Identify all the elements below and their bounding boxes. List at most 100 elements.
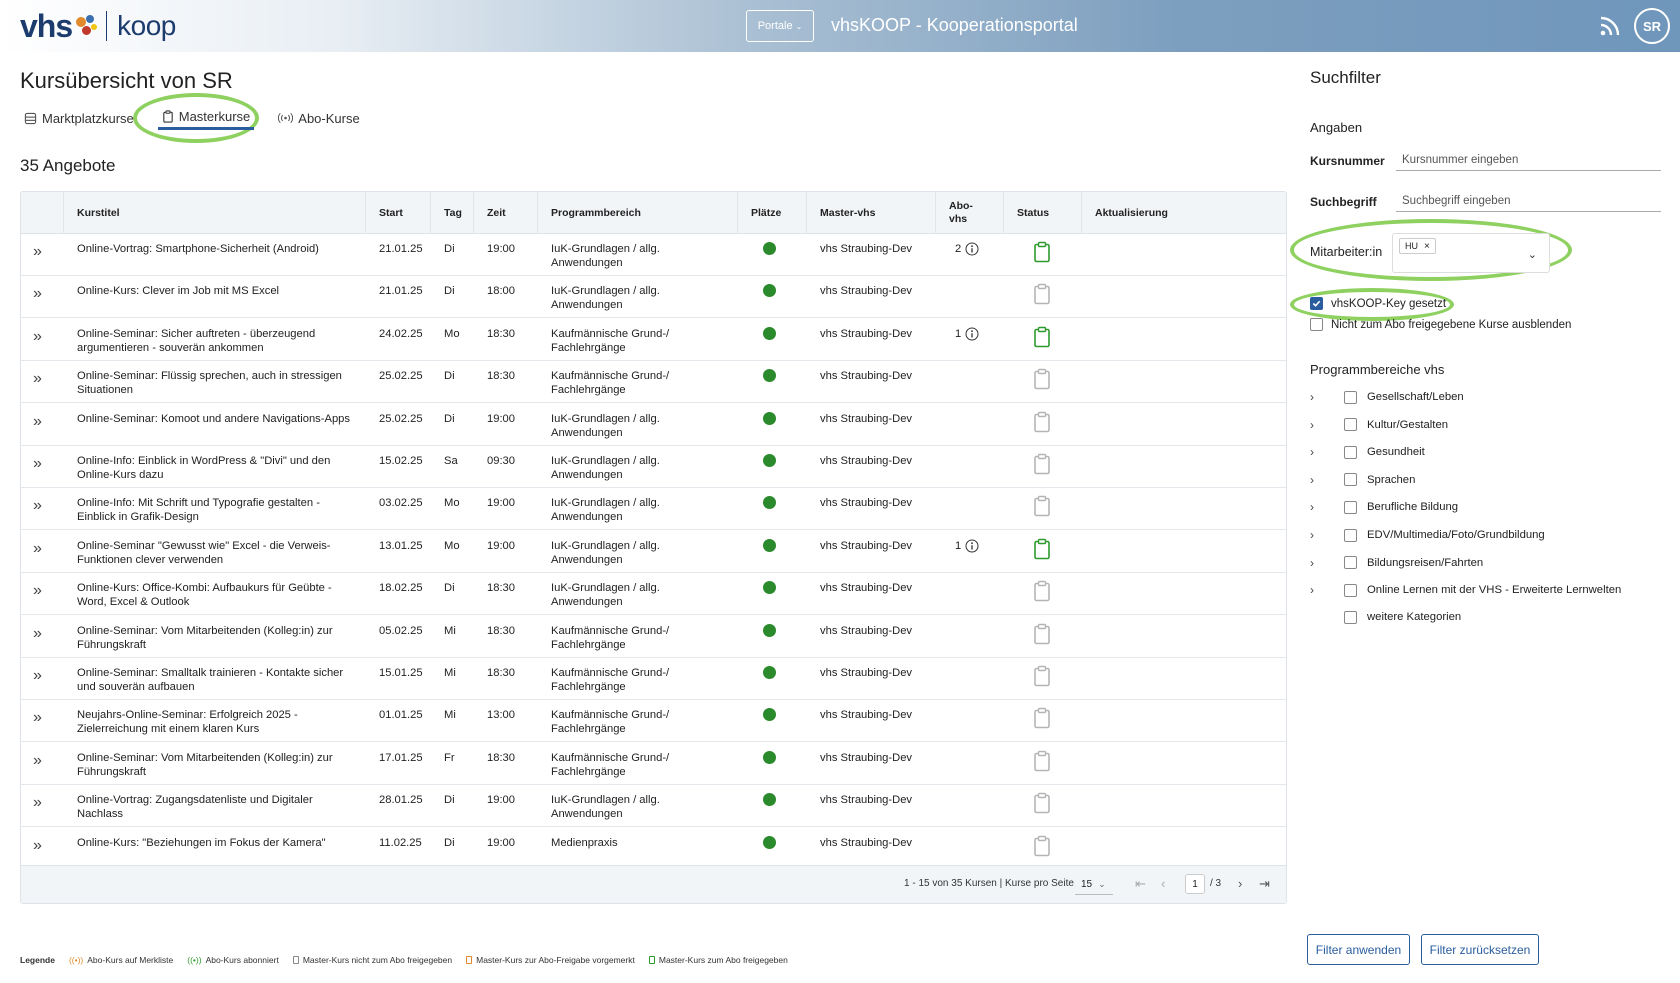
- clipboard-grey-icon[interactable]: [1033, 580, 1051, 602]
- table-row[interactable]: » Online-Seminar: Komoot und andere Navig…: [21, 404, 1286, 446]
- table-row[interactable]: » Online-Seminar "Gewusst wie" Excel - di…: [21, 531, 1286, 573]
- clipboard-green-icon[interactable]: [1033, 241, 1051, 263]
- expand-row-icon[interactable]: »: [33, 624, 42, 642]
- checkbox-hide-row[interactable]: Nicht zum Abo freigegebene Kurse ausblen…: [1310, 318, 1571, 331]
- current-page-input[interactable]: 1: [1185, 874, 1205, 894]
- cell-kurstitel[interactable]: Online-Vortrag: Smartphone-Sicherheit (A…: [77, 243, 319, 255]
- mitarbeiter-select[interactable]: HU × ⌄: [1392, 233, 1550, 273]
- clipboard-grey-icon[interactable]: [1033, 707, 1051, 729]
- last-page-icon[interactable]: ⇥: [1259, 876, 1270, 891]
- checkbox-key-row[interactable]: vhsKOOP-Key gesetzt: [1310, 297, 1446, 310]
- table-row[interactable]: » Online-Seminar: Vom Mitarbeitenden (Kol…: [21, 616, 1286, 658]
- cell-kurstitel[interactable]: Neujahrs-Online-Seminar: Erfolgreich 202…: [77, 709, 298, 736]
- tab-abo-kurse[interactable]: Abo-Kurse: [274, 106, 363, 130]
- cell-kurstitel[interactable]: Online-Seminar: Sicher auftreten - überz…: [77, 327, 316, 354]
- clipboard-grey-icon[interactable]: [1033, 835, 1051, 857]
- clipboard-grey-icon[interactable]: [1033, 368, 1051, 390]
- table-row[interactable]: » Online-Info: Einblick in WordPress & "D…: [21, 446, 1286, 488]
- apply-filter-button[interactable]: Filter anwenden: [1307, 934, 1410, 965]
- cell-kurstitel[interactable]: Online-Seminar: Vom Mitarbeitenden (Koll…: [77, 751, 333, 778]
- per-page-select[interactable]: 15 ⌄: [1075, 875, 1113, 895]
- program-area-checkbox[interactable]: [1344, 583, 1357, 597]
- chevron-right-icon[interactable]: ›: [1310, 555, 1314, 570]
- prev-page-icon[interactable]: ‹: [1161, 876, 1166, 891]
- expand-row-icon[interactable]: »: [33, 539, 42, 557]
- table-row[interactable]: » Online-Seminar: Flüssig sprechen, auch …: [21, 361, 1286, 404]
- table-row[interactable]: » Online-Kurs: Clever im Job mit MS Excel…: [21, 276, 1286, 319]
- table-row[interactable]: » Online-Vortrag: Smartphone-Sicherheit (…: [21, 234, 1286, 276]
- cell-kurstitel[interactable]: Online-Seminar "Gewusst wie" Excel - die…: [77, 539, 331, 566]
- table-row[interactable]: » Online-Seminar: Smalltalk trainieren - …: [21, 658, 1286, 700]
- table-row[interactable]: » Online-Kurs: "Beziehungen im Fokus der …: [21, 828, 1286, 870]
- col-header-programmbereich[interactable]: Programmbereich: [537, 192, 737, 234]
- tab-masterkurse[interactable]: Masterkurse: [157, 106, 255, 130]
- expand-row-icon[interactable]: »: [33, 667, 42, 684]
- clipboard-green-icon[interactable]: [1033, 326, 1051, 348]
- table-row[interactable]: » Neujahrs-Online-Seminar: Erfolgreich 20…: [21, 700, 1286, 743]
- cell-kurstitel[interactable]: Online-Seminar: Vom Mitarbeitenden (Koll…: [77, 624, 333, 651]
- kursnummer-input[interactable]: Kursnummer eingeben: [1396, 149, 1661, 171]
- col-header-start[interactable]: Start: [365, 192, 430, 234]
- table-row[interactable]: » Online-Vortrag: Zugangsdatenliste und D…: [21, 785, 1286, 828]
- cell-kurstitel[interactable]: Online-Seminar: Smalltalk trainieren - K…: [77, 667, 344, 693]
- clipboard-grey-icon[interactable]: [1033, 623, 1051, 645]
- expand-row-icon[interactable]: »: [33, 243, 42, 260]
- col-header-tag[interactable]: Tag: [430, 192, 473, 234]
- cell-kurstitel[interactable]: Online-Info: Einblick in WordPress & "Di…: [77, 455, 331, 481]
- portale-dropdown[interactable]: Portale ⌄: [746, 10, 814, 42]
- chevron-right-icon[interactable]: ›: [1310, 528, 1314, 542]
- program-area-checkbox[interactable]: [1344, 500, 1357, 514]
- clipboard-grey-icon[interactable]: [1033, 283, 1051, 305]
- first-page-icon[interactable]: ⇤: [1135, 876, 1146, 891]
- program-area-checkbox[interactable]: [1344, 390, 1357, 404]
- program-area-checkbox[interactable]: [1344, 610, 1357, 624]
- rss-feed-icon[interactable]: [1598, 14, 1622, 38]
- program-area-item[interactable]: › Berufliche Bildung: [1310, 500, 1458, 514]
- program-area-checkbox[interactable]: [1344, 473, 1357, 487]
- user-avatar[interactable]: SR: [1634, 8, 1670, 44]
- program-area-item[interactable]: › Gesundheit: [1310, 445, 1425, 459]
- cell-kurstitel[interactable]: Online-Seminar: Flüssig sprechen, auch i…: [77, 370, 342, 397]
- col-header-aktualisierung[interactable]: Aktualisierung: [1081, 192, 1286, 234]
- col-header-status[interactable]: Status: [1003, 192, 1081, 234]
- col-header-zeit[interactable]: Zeit: [473, 192, 529, 234]
- chevron-right-icon[interactable]: ›: [1310, 390, 1314, 404]
- expand-row-icon[interactable]: »: [33, 497, 42, 515]
- expand-row-icon[interactable]: »: [33, 582, 42, 600]
- next-page-icon[interactable]: ›: [1238, 876, 1243, 891]
- info-icon[interactable]: [965, 327, 979, 341]
- vhs-koop-logo[interactable]: vhs koop: [20, 6, 176, 46]
- clipboard-grey-icon[interactable]: [1033, 750, 1051, 772]
- cell-kurstitel[interactable]: Online-Kurs: Office-Kombi: Aufbaukurs fü…: [77, 582, 332, 609]
- col-header-plaetze[interactable]: Plätze: [737, 192, 806, 234]
- remove-chip-icon[interactable]: ×: [1424, 240, 1430, 252]
- expand-row-icon[interactable]: »: [33, 836, 42, 854]
- clipboard-grey-icon[interactable]: [1033, 665, 1051, 687]
- program-area-item[interactable]: › Kultur/Gestalten: [1310, 418, 1448, 432]
- clipboard-grey-icon[interactable]: [1033, 411, 1051, 433]
- cell-kurstitel[interactable]: Online-Info: Mit Schrift und Typografie …: [77, 497, 320, 524]
- program-area-checkbox[interactable]: [1344, 445, 1357, 459]
- expand-row-icon[interactable]: »: [33, 709, 42, 727]
- chevron-right-icon[interactable]: ›: [1310, 583, 1314, 598]
- table-row[interactable]: » Online-Info: Mit Schrift und Typografie…: [21, 488, 1286, 531]
- suchbegriff-input[interactable]: Suchbegriff eingeben: [1396, 190, 1661, 212]
- cell-kurstitel[interactable]: Online-Seminar: Komoot und andere Naviga…: [77, 412, 351, 425]
- program-area-item[interactable]: weitere Kategorien: [1310, 610, 1461, 624]
- program-area-item[interactable]: › EDV/Multimedia/Foto/Grundbildung: [1310, 528, 1545, 542]
- expand-row-icon[interactable]: »: [33, 327, 42, 345]
- chevron-down-icon[interactable]: ⌄: [1527, 249, 1537, 261]
- cell-kurstitel[interactable]: Online-Vortrag: Zugangsdatenliste und Di…: [77, 794, 313, 821]
- table-row[interactable]: » Online-Seminar: Vom Mitarbeitenden (Kol…: [21, 743, 1286, 785]
- program-area-item[interactable]: › Online Lernen mit der VHS - Erweiterte …: [1310, 583, 1621, 597]
- table-row[interactable]: » Online-Seminar: Sicher auftreten - über…: [21, 319, 1286, 361]
- clipboard-grey-icon[interactable]: [1033, 495, 1051, 517]
- program-area-item[interactable]: › Gesellschaft/Leben: [1310, 390, 1464, 404]
- col-header-kurstitel[interactable]: Kurstitel: [63, 192, 386, 234]
- col-header-master-vhs[interactable]: Master-vhs: [806, 192, 922, 234]
- expand-row-icon[interactable]: »: [33, 455, 42, 472]
- expand-row-icon[interactable]: »: [33, 751, 42, 769]
- chevron-right-icon[interactable]: ›: [1310, 500, 1314, 515]
- program-area-checkbox[interactable]: [1344, 528, 1357, 542]
- cell-kurstitel[interactable]: Online-Kurs: "Beziehungen im Fokus der K…: [77, 836, 326, 849]
